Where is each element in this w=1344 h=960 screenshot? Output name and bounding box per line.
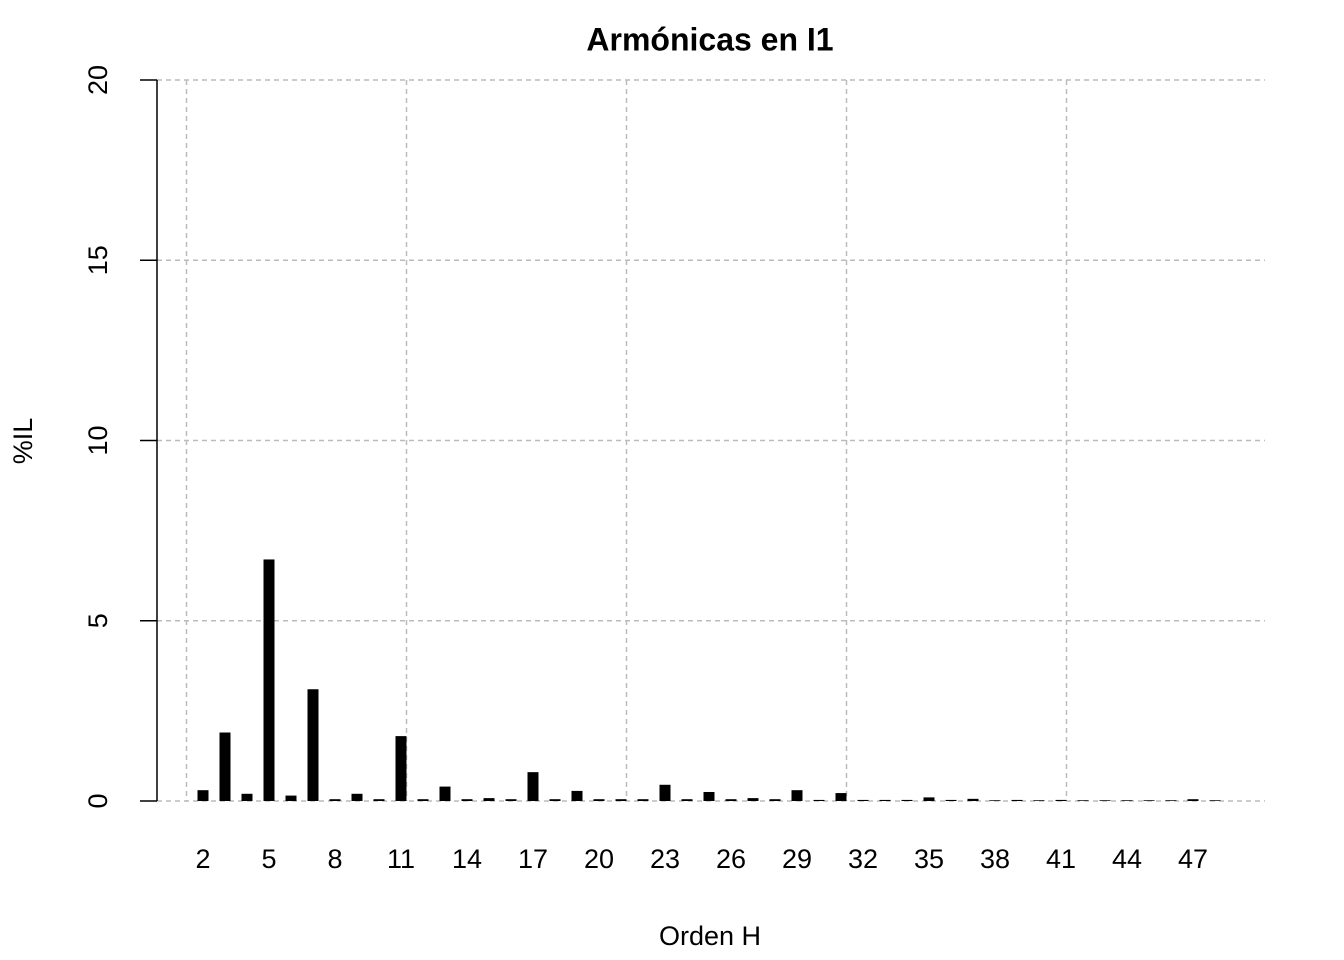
bar [725, 799, 737, 801]
bar [219, 732, 231, 801]
bar [791, 790, 803, 801]
x-tick-label: 17 [518, 844, 548, 874]
bar [901, 799, 913, 801]
y-tick-label: 15 [83, 245, 113, 275]
bar [483, 798, 495, 801]
bar [329, 799, 341, 801]
x-tick-label: 29 [782, 844, 812, 874]
bar [615, 799, 627, 801]
bar [1187, 799, 1199, 801]
bar [1011, 799, 1023, 801]
bar [1033, 800, 1045, 801]
bar [857, 799, 869, 801]
y-axis-title: %IL [8, 418, 38, 465]
bar [439, 786, 451, 801]
bar [769, 799, 781, 801]
bar [395, 736, 407, 801]
bar [549, 799, 561, 801]
x-tick-label: 32 [848, 844, 878, 874]
x-tick-label: 35 [914, 844, 944, 874]
y-tick-label: 5 [83, 613, 113, 628]
x-axis-title: Orden H [659, 921, 761, 951]
bar [659, 784, 671, 801]
y-tick-label: 10 [83, 425, 113, 455]
bar [967, 798, 979, 801]
bar [373, 799, 385, 801]
bar [1209, 800, 1221, 801]
bar [681, 799, 693, 801]
x-tick-label: 44 [1112, 844, 1142, 874]
x-tick-label: 26 [716, 844, 746, 874]
bar [923, 797, 935, 801]
bar [1077, 800, 1089, 801]
x-tick-label: 41 [1046, 844, 1076, 874]
bar [461, 799, 473, 801]
bar [351, 793, 363, 801]
bar [505, 799, 517, 801]
x-tick-label: 5 [261, 844, 276, 874]
bar [989, 800, 1001, 801]
y-tick-label: 20 [83, 65, 113, 95]
x-tick-label: 20 [584, 844, 614, 874]
bar [527, 772, 539, 801]
bar [571, 790, 583, 801]
bar [1055, 799, 1067, 801]
bar [593, 799, 605, 801]
x-tick-label: 11 [387, 844, 415, 874]
bar [417, 799, 429, 801]
bar [1121, 800, 1133, 801]
bar [1143, 800, 1155, 801]
bar [813, 799, 825, 801]
x-tick-label: 47 [1178, 844, 1208, 874]
bar [703, 791, 715, 801]
x-tick-label: 8 [327, 844, 342, 874]
x-tick-label: 23 [650, 844, 680, 874]
bar [747, 798, 759, 801]
bar [637, 799, 649, 801]
bar [945, 799, 957, 801]
bar [1165, 800, 1177, 801]
y-tick-label: 0 [83, 793, 113, 808]
x-tick-label: 2 [195, 844, 210, 874]
bar [879, 799, 891, 801]
bar [835, 793, 847, 801]
chart-title: Armónicas en I1 [586, 21, 833, 57]
bar [285, 795, 297, 801]
bar [241, 793, 253, 801]
bar [1099, 800, 1111, 801]
x-tick-label: 14 [452, 844, 482, 874]
bar [197, 790, 209, 801]
bar [307, 689, 319, 801]
x-tick-label: 38 [980, 844, 1010, 874]
bar [263, 559, 275, 801]
